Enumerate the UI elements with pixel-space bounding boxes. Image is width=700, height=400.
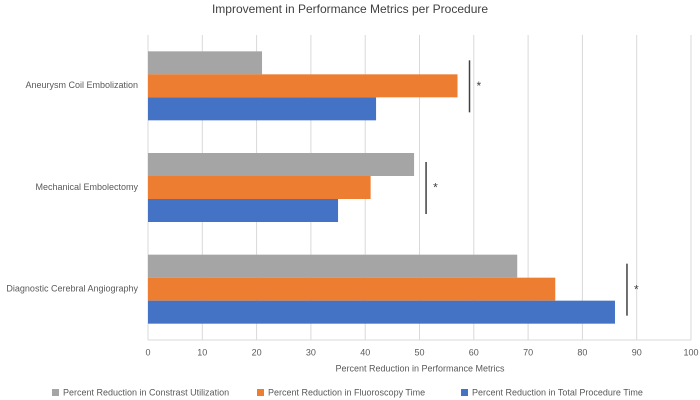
x-tick-label: 30 <box>306 347 316 357</box>
x-tick-label: 40 <box>360 347 370 357</box>
bar <box>148 277 556 301</box>
x-tick-label: 80 <box>577 347 587 357</box>
x-tick-label: 0 <box>145 347 150 357</box>
annotation: * <box>634 282 639 296</box>
bar <box>148 97 377 121</box>
annotation: * <box>433 181 438 195</box>
x-tick-label: 20 <box>252 347 262 357</box>
y-tick-label: Diagnostic Cerebral Angiography <box>6 284 138 294</box>
x-tick-label: 10 <box>197 347 207 357</box>
x-axis-label: Percent Reduction in Performance Metrics <box>335 363 505 373</box>
bar <box>148 176 371 199</box>
legend-swatch <box>52 389 59 396</box>
x-tick-label: 70 <box>523 347 533 357</box>
x-tick-label: 50 <box>414 347 424 357</box>
x-tick-label: 60 <box>469 347 479 357</box>
bar <box>148 300 615 324</box>
legend-label: Percent Reduction in Fluoroscopy Time <box>268 387 425 397</box>
y-tick-label: Aneurysm Coil Embolization <box>25 80 138 90</box>
bar <box>148 254 518 278</box>
annotation: * <box>477 79 482 93</box>
chart-title: Improvement in Performance Metrics per P… <box>212 2 488 16</box>
x-tick-label: 90 <box>632 347 642 357</box>
bar <box>148 199 339 222</box>
bar <box>148 51 263 75</box>
bar <box>148 74 458 98</box>
bar <box>148 153 415 176</box>
x-tick-label: 100 <box>683 347 698 357</box>
legend-label: Percent Reduction in Total Procedure Tim… <box>472 387 643 397</box>
legend-label: Percent Reduction in Constrast Utilizati… <box>63 387 229 397</box>
legend-swatch <box>461 389 468 396</box>
y-tick-label: Mechanical Embolectomy <box>35 182 138 192</box>
legend-swatch <box>257 389 264 396</box>
